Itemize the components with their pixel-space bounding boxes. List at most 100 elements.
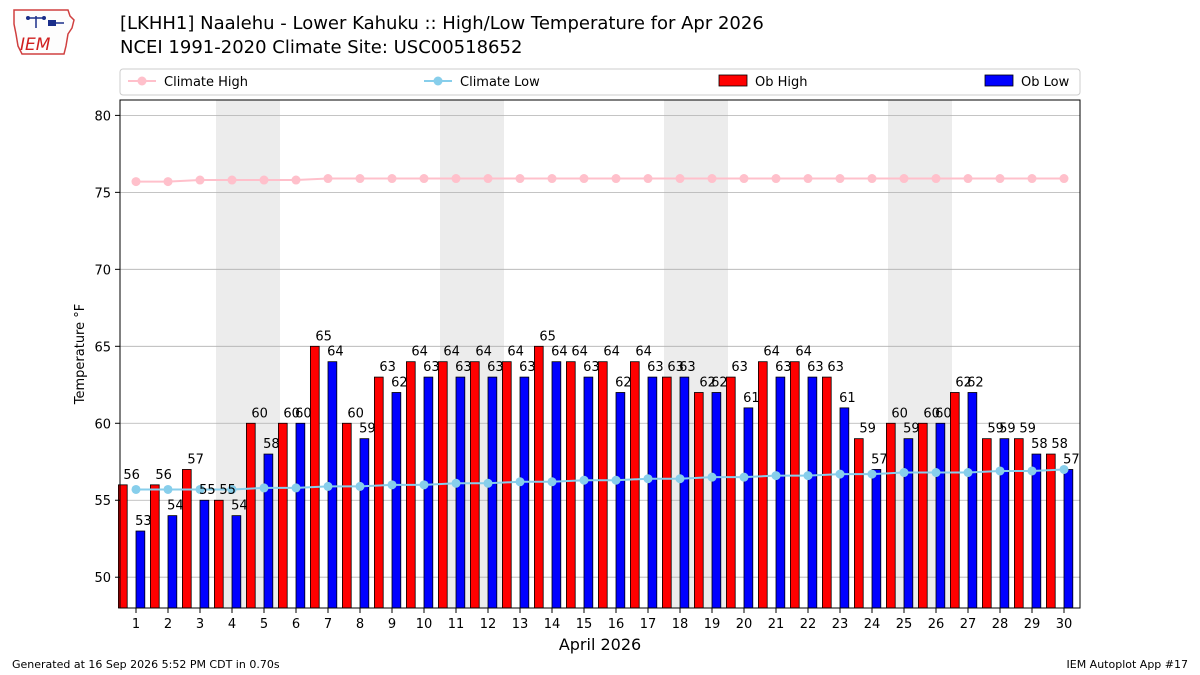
- ob-low-bar: [167, 515, 178, 609]
- ob-high-label: 64: [475, 345, 492, 360]
- climate-high-point: [1027, 174, 1037, 184]
- ob-low-bar: [263, 453, 274, 609]
- ob-high-label: 56: [155, 468, 172, 483]
- x-tick-label: 8: [356, 617, 364, 632]
- ob-high-bar: [822, 376, 832, 609]
- legend: Climate High Climate Low Ob High Ob Low: [119, 68, 1081, 96]
- ob-high-label: 60: [251, 406, 268, 421]
- ob-low-label: 59: [359, 422, 376, 437]
- ob-high-label: 64: [411, 345, 428, 360]
- app-label: IEM Autoplot App #17: [1066, 658, 1189, 671]
- y-tick-label: 50: [94, 571, 111, 586]
- climate-low-point: [483, 478, 493, 488]
- x-tick-label: 19: [704, 617, 721, 632]
- ob-high-label: 57: [187, 452, 204, 467]
- x-tick-label: 28: [992, 617, 1009, 632]
- x-tick-label: 2: [164, 617, 172, 632]
- climate-high-point: [547, 174, 557, 184]
- climate-low-point: [1059, 464, 1069, 474]
- ob-high-label: 62: [955, 375, 972, 390]
- ob-low-label: 63: [487, 360, 504, 375]
- climate-high-point: [323, 174, 333, 184]
- ob-low-label: 62: [391, 375, 408, 390]
- climate-low-point: [643, 474, 653, 484]
- climate-lines: [131, 174, 1069, 494]
- ob-low-label: 63: [583, 360, 600, 375]
- ob-low-bar: [359, 438, 370, 609]
- ob-high-label: 65: [539, 329, 556, 344]
- ob-low-label: 60: [295, 406, 312, 421]
- ob-low-bar: [423, 376, 434, 609]
- climate-low-point: [131, 484, 141, 494]
- legend-label: Climate High: [164, 75, 248, 90]
- ob-low-label: 62: [711, 375, 728, 390]
- climate-high-point: [259, 175, 269, 185]
- climate-high-point: [131, 177, 141, 187]
- climate-low-point: [291, 483, 301, 493]
- climate-low-point: [803, 471, 813, 481]
- climate-high-point: [419, 174, 429, 184]
- ob-high-bar: [213, 499, 224, 609]
- x-tick-label: 14: [544, 617, 561, 632]
- climate-low-point: [547, 477, 557, 487]
- iem-logo: IEM: [8, 6, 80, 60]
- climate-low-point: [195, 484, 205, 494]
- ob-low-label: 63: [455, 360, 472, 375]
- x-tick-label: 27: [960, 617, 977, 632]
- ob-low-bar: [455, 376, 466, 609]
- x-tick-label: 24: [864, 617, 881, 632]
- legend-marker: [137, 76, 147, 86]
- climate-low-point: [963, 468, 973, 478]
- ob-high-label: 64: [571, 345, 588, 360]
- x-tick-label: 20: [736, 617, 753, 632]
- climate-high-point: [707, 174, 717, 184]
- climate-high-point: [643, 174, 653, 184]
- ob-high-label: 63: [731, 360, 748, 375]
- ob-high-bar: [598, 361, 608, 609]
- y-tick-label: 60: [94, 417, 111, 432]
- x-tick-label: 15: [576, 617, 593, 632]
- climate-low-point: [387, 480, 397, 490]
- ob-low-bar: [583, 376, 594, 609]
- climate-low-point: [419, 480, 429, 490]
- legend-box: [119, 68, 1081, 96]
- climate-low-point: [611, 475, 621, 485]
- ob-high-bar: [854, 438, 864, 609]
- ob-low-label: 63: [775, 360, 792, 375]
- ob-high-bar: [982, 438, 992, 609]
- ob-high-label: 65: [315, 329, 332, 344]
- x-tick-label: 5: [260, 617, 268, 632]
- ob-low-bar: [999, 438, 1010, 609]
- x-tick-label: 9: [388, 617, 396, 632]
- ob-high-label: 59: [987, 422, 1004, 437]
- logo-text: IEM: [20, 35, 51, 55]
- ob-high-label: 59: [1019, 422, 1036, 437]
- x-tick-label: 6: [292, 617, 300, 632]
- climate-low-point: [451, 478, 461, 488]
- climate-low-point: [739, 472, 749, 482]
- chart-subtitle: NCEI 1991-2020 Climate Site: USC00518652: [120, 37, 523, 58]
- climate-low-point: [931, 468, 941, 478]
- climate-low-point: [515, 477, 525, 487]
- ob-low-label: 55: [199, 483, 216, 498]
- x-tick-label: 16: [608, 617, 625, 632]
- climate-high-point: [899, 174, 909, 184]
- ob-high-bar: [277, 422, 288, 609]
- ob-low-label: 54: [167, 499, 184, 514]
- ob-high-bar: [758, 361, 768, 609]
- ob-high-label: 56: [123, 468, 140, 483]
- plot-frame: [119, 99, 1081, 609]
- ob-low-label: 62: [967, 375, 984, 390]
- climate-high-point: [291, 175, 301, 185]
- climate-high-point: [771, 174, 781, 184]
- ob-low-label: 61: [743, 391, 760, 406]
- ob-high-label: 64: [795, 345, 812, 360]
- ob-low-bar: [1063, 469, 1074, 609]
- ob-high-bar: [1014, 438, 1024, 609]
- ob-high-label: 60: [283, 406, 300, 421]
- ob-high-label: 60: [891, 406, 908, 421]
- climate-low-point: [323, 481, 333, 491]
- ob-high-label: 63: [667, 360, 684, 375]
- climate-low-point: [867, 469, 877, 479]
